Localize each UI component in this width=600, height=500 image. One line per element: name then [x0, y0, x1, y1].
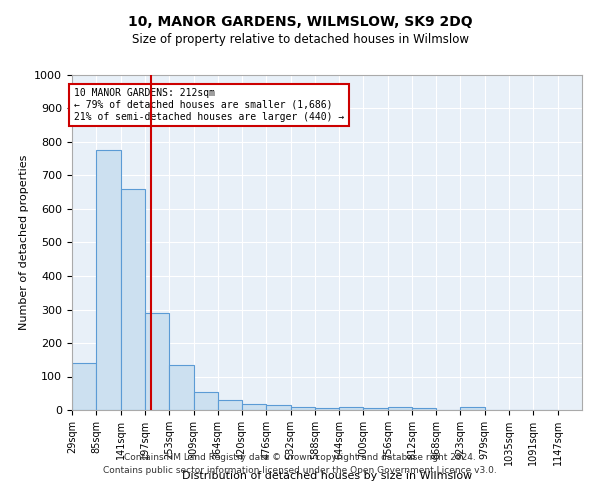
Text: 10, MANOR GARDENS, WILMSLOW, SK9 2DQ: 10, MANOR GARDENS, WILMSLOW, SK9 2DQ — [128, 15, 472, 29]
Bar — [121, 189, 145, 410]
Bar — [290, 406, 315, 410]
Bar — [72, 363, 97, 410]
Bar — [412, 408, 436, 410]
Bar — [242, 404, 266, 410]
Text: 10 MANOR GARDENS: 212sqm
← 79% of detached houses are smaller (1,686)
21% of sem: 10 MANOR GARDENS: 212sqm ← 79% of detach… — [74, 88, 344, 122]
Bar — [97, 150, 121, 410]
Text: Contains public sector information licensed under the Open Government Licence v3: Contains public sector information licen… — [103, 466, 497, 475]
Bar — [339, 406, 364, 410]
Text: Contains HM Land Registry data © Crown copyright and database right 2024.: Contains HM Land Registry data © Crown c… — [124, 452, 476, 462]
Bar — [194, 392, 218, 410]
Bar — [364, 408, 388, 410]
Bar — [169, 365, 194, 410]
Text: Size of property relative to detached houses in Wilmslow: Size of property relative to detached ho… — [131, 32, 469, 46]
Bar — [218, 400, 242, 410]
X-axis label: Distribution of detached houses by size in Wilmslow: Distribution of detached houses by size … — [182, 470, 472, 480]
Bar — [145, 313, 169, 410]
Y-axis label: Number of detached properties: Number of detached properties — [19, 155, 29, 330]
Bar — [388, 406, 412, 410]
Bar — [266, 405, 290, 410]
Bar — [315, 408, 339, 410]
Bar — [460, 406, 485, 410]
